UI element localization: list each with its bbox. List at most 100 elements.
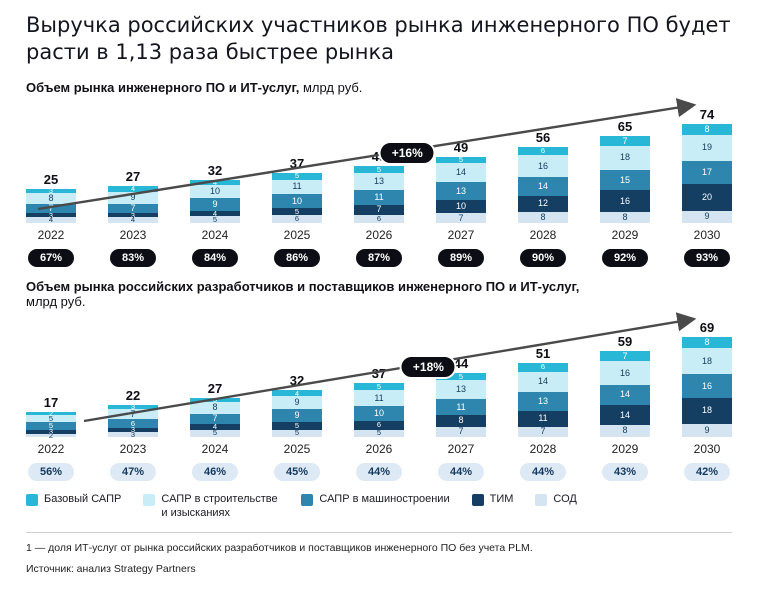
bar-total-label: 65	[617, 119, 633, 135]
bar-segment: 14	[600, 384, 650, 405]
bar-segment: 9	[272, 396, 322, 410]
share-badge: 46%	[192, 462, 238, 481]
bar-column: 435131176202687%	[354, 105, 404, 267]
bar-column: 27 3 8 7 4 5 2024 46%	[190, 319, 240, 481]
bar-segment: 13	[354, 172, 404, 191]
source-note: Источник: анализ Strategy Partners	[26, 563, 196, 576]
bar-column: 22 3 7 6 3 3 2023 47%	[108, 319, 158, 481]
bar-segment: 3	[26, 427, 76, 436]
bar-segment: 6	[108, 419, 158, 429]
bar-segment: 16	[518, 155, 568, 177]
bar-segment: 6	[354, 214, 404, 223]
bar-segment: 17	[682, 160, 732, 184]
year-label: 2026	[365, 227, 393, 242]
bar-segment: 3	[26, 211, 76, 219]
bar-segment: 3	[108, 211, 158, 219]
bar-segment: 8	[436, 415, 486, 427]
bar-segment: 3	[108, 430, 158, 438]
stacked-bar: 7 16 14 14 8	[600, 351, 650, 437]
bar-total-label: 69	[699, 319, 715, 335]
bar-segment: 4	[190, 423, 240, 430]
legend-item: СОД	[535, 493, 577, 507]
plot-area: +16% 25 3 8 7 3 4 2022 67% 27 4 9 7 3 4 2023 83% 32 4 10 9 4…	[26, 97, 732, 267]
stacked-bar: 5 14 13 10 7	[436, 156, 486, 223]
bar-column: 56 6 16 14 12 8 2028 90%	[518, 105, 568, 267]
bar-segment: 14	[518, 371, 568, 392]
share-badge: 56%	[28, 462, 74, 481]
bar-column: 69 8 18 16 18 9 2030 42%	[682, 319, 732, 481]
share-badge: 44%	[438, 462, 484, 481]
bar-total-label: 22	[125, 387, 141, 403]
legend-label: Базовый САПР	[44, 492, 122, 505]
share-badge: 45%	[274, 462, 320, 481]
bar-segment: 8	[518, 211, 568, 223]
stacked-bar: 5 11 10 6 5	[354, 383, 404, 437]
bar-segment: 4	[26, 216, 76, 224]
bar-segment: 5	[436, 156, 486, 164]
legend-item: САПР в машиностроении	[301, 493, 450, 507]
bar-columns: 25 3 8 7 3 4 2022 67% 27 4 9 7 3 4 2023 83% 32 4 10 9 4 5 2024…	[26, 105, 732, 267]
legend-swatch-icon	[535, 493, 548, 506]
legend: Базовый САПР САПР в строительстве и изыск…	[26, 493, 732, 521]
bar-segment: 8	[682, 124, 732, 135]
stacked-bar: 8 18 16 18 9	[682, 336, 732, 437]
year-label: 2025	[283, 441, 311, 456]
bar-segment: 10	[272, 194, 322, 208]
bar-segment: 5	[190, 216, 240, 223]
growth-badge: +16%	[378, 140, 436, 165]
bar-segment: 18	[682, 348, 732, 375]
bar-segment: 15	[600, 170, 650, 191]
bar-total-label: 56	[535, 130, 551, 146]
bar-total-label: 49	[453, 139, 469, 155]
bar-segment: 4	[190, 209, 240, 217]
bar-total-label: 17	[43, 395, 59, 411]
share-badge: 42%	[684, 462, 730, 481]
share-badge: 67%	[28, 248, 74, 267]
bar-total-label: 51	[535, 345, 551, 361]
infographic: Выручка российских участников рынка инже…	[26, 13, 732, 576]
bar-segment: 5	[272, 422, 322, 430]
bar-total-label: 32	[289, 373, 305, 389]
share-badge: 89%	[438, 248, 484, 267]
bar-segment: 5	[190, 429, 240, 437]
bar-segment: 19	[682, 134, 732, 161]
bar-total-label: 37	[289, 155, 305, 171]
share-badge: 47%	[110, 462, 156, 481]
bar-segment: 9	[682, 423, 732, 437]
share-badge: 90%	[520, 248, 566, 267]
bar-segment: 14	[600, 404, 650, 426]
legend-item: Базовый САПР	[26, 493, 121, 507]
bar-total-label: 25	[43, 172, 59, 188]
bar-segment: 13	[436, 182, 486, 200]
bar-segment: 10	[190, 184, 240, 199]
stacked-bar: 7 18 15 16 8	[600, 136, 650, 223]
page-title: Выручка российских участников рынка инже…	[26, 13, 731, 64]
growth-badge: +18%	[399, 354, 457, 379]
bar-column: 37 5 11 10 6 5 2026 44%	[354, 319, 404, 481]
bar-segment: 6	[518, 362, 568, 372]
chart-subtitle-unit: млрд руб.	[302, 79, 363, 95]
stacked-bar: 4 10 9 4 5	[190, 178, 240, 223]
bar-segment: 8	[190, 401, 240, 414]
bar-segment: 11	[354, 190, 404, 206]
footnote: 1 — доля ИТ-услуг от рынка российских ра…	[26, 532, 732, 554]
year-label: 2024	[201, 441, 229, 456]
bar-segment: 11	[272, 179, 322, 195]
legend-swatch-icon	[471, 493, 484, 506]
bar-segment: 8	[682, 336, 732, 349]
legend-item: ТИМ	[471, 493, 513, 507]
bar-segment: 12	[518, 195, 568, 212]
bar-segment: 5	[272, 207, 322, 215]
bar-segment: 7	[436, 213, 486, 223]
chart-subtitle-bold: Объем рынка российских разработчиков и п…	[26, 278, 580, 294]
year-label: 2028	[529, 227, 557, 242]
share-badge: 86%	[274, 248, 320, 267]
bar-column: 25 3 8 7 3 4 2022 67%	[26, 105, 76, 267]
bar-total-label: 32	[207, 162, 223, 178]
legend-swatch-icon	[26, 493, 38, 506]
legend-item: САПР в строительстве и изысканиях	[143, 493, 279, 521]
year-label: 2022	[37, 227, 65, 242]
bar-segment: 13	[436, 380, 486, 400]
